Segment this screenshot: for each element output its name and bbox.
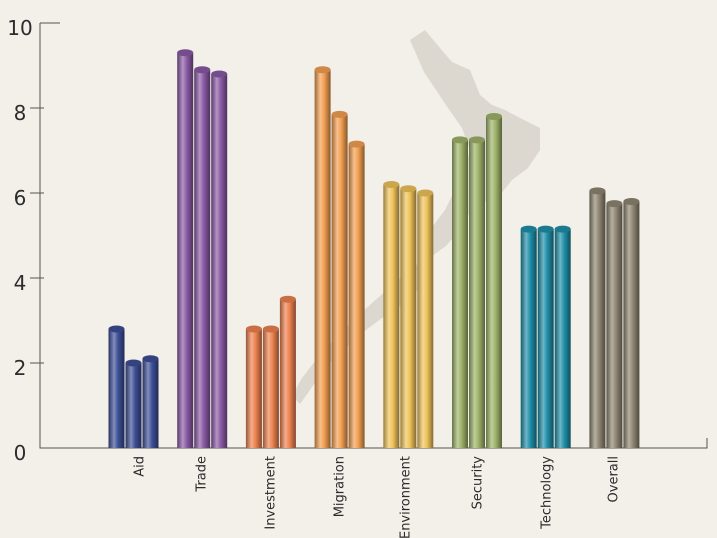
category-label-security: Security [471,456,486,510]
y-axis [39,22,708,449]
y-tick-label: 2 [14,356,27,380]
axes [30,22,708,449]
overall-bar-1-cap [589,187,606,195]
aid-bar-2 [125,363,142,448]
security-bar-1-cap [452,136,468,144]
aid-bar-3-cap [142,355,159,363]
security-bar-2-cap [469,136,485,144]
overall-bar-3 [623,201,640,448]
category-label-environment: Environment [399,456,414,538]
investment-bar-2-cap [262,325,279,333]
security-bar-1 [452,139,468,448]
environment-bar-3-cap [417,189,434,197]
trade-bar-2-cap [194,66,211,74]
investment-bar-3-cap [279,295,296,303]
overall-bar-2 [606,203,623,448]
technology-bar-3 [554,229,571,448]
technology-bar-2 [537,229,554,448]
migration-bar-3 [348,144,365,448]
overall-bar-3-cap [623,198,640,205]
aid-bar-1 [108,329,125,448]
aid-bar-3 [142,358,159,448]
migration-bar-2 [331,114,348,448]
y-tick-label: 10 [7,16,32,40]
y-tick-label: 6 [14,186,27,210]
overall-bar-2-cap [606,200,623,208]
category-label-migration: Migration [333,456,348,517]
security-bar-3 [486,116,502,448]
category-label-overall: Overall [607,456,622,502]
category-labels: Aid Trade Investment Migration Environme… [133,456,622,538]
technology-bar-1 [520,229,537,448]
y-tick-labels: 0 2 4 6 8 10 [7,16,32,465]
aid-bar-1-cap [108,325,125,333]
trade-bar-1-cap [177,49,194,57]
security-bar-3-cap [486,113,502,120]
migration-bar-1-cap [314,66,331,74]
trade-bar-3-cap [211,70,228,78]
environment-bar-3 [417,193,434,448]
environment-bar-2-cap [400,185,417,193]
environment-bar-1-cap [383,181,400,188]
migration-bar-1 [314,69,331,448]
overall-bar-1 [589,190,606,448]
category-label-trade: Trade [195,456,210,493]
technology-bar-2-cap [537,225,554,233]
y-tick-label: 8 [14,101,27,125]
category-label-investment: Investment [264,456,279,530]
technology-bar-3-cap [554,225,571,233]
security-bar-2 [469,139,485,448]
trade-bar-3 [211,74,228,448]
investment-bar-1 [245,329,262,448]
environment-bar-2 [400,188,417,448]
bars [108,49,640,448]
y-tick-label: 0 [14,441,27,465]
migration-bar-2-cap [331,110,348,118]
category-label-technology: Technology [540,456,555,530]
technology-bar-1-cap [520,225,537,233]
migration-bar-3-cap [348,140,365,148]
aid-bar-2-cap [125,359,142,367]
trade-bar-2 [194,69,211,448]
investment-bar-2 [262,329,279,448]
trade-bar-1 [177,52,194,448]
investment-bar-1-cap [245,325,262,333]
environment-bar-1 [383,184,400,448]
y-tick-label: 4 [14,271,27,295]
investment-bar-3 [279,299,296,448]
category-label-aid: Aid [133,456,148,477]
